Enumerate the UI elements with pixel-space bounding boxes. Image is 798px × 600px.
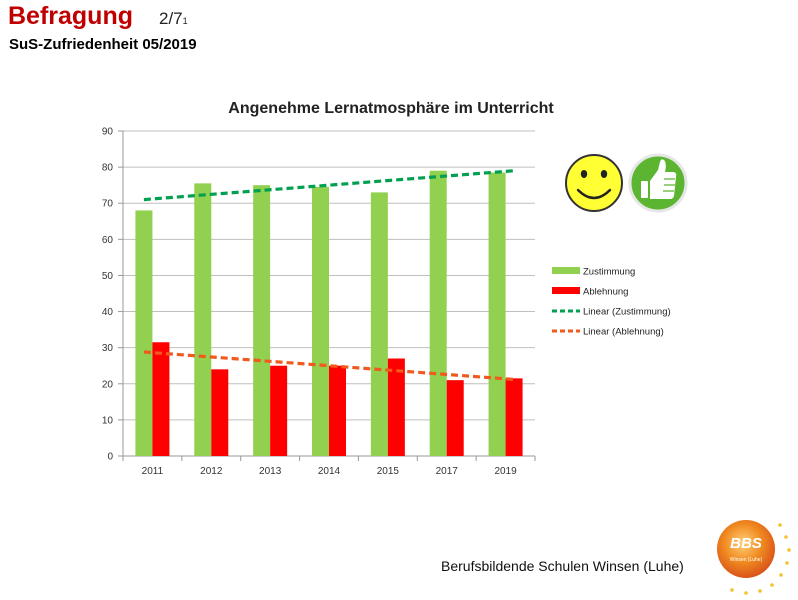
bar-zustimmung-2013 [253,185,271,456]
legend-zustimmung-label: Zustimmung [583,267,635,278]
footer-org: Berufsbildende Schulen Winsen (Luhe) [441,558,684,574]
x-tick-label: 2013 [259,466,282,477]
bar-ablehnung-2019 [505,378,523,456]
legend-linear-zustimmung-label: Linear (Zustimmung) [583,307,671,318]
bar-zustimmung-2017 [429,170,447,456]
bar-zustimmung-2014 [312,186,329,456]
y-tick-label: 60 [102,235,114,246]
logo-stars [730,523,791,595]
y-tick-label: 40 [102,307,114,318]
bar-zustimmung-2012 [194,183,212,456]
y-tick-label: 70 [102,199,114,210]
chart-title: Angenehme Lernatmosphäre im Unterricht [228,100,554,117]
bar-ablehnung-2017 [446,380,464,456]
page-sub-number: 1 [182,16,188,26]
bar-zustimmung-2019 [488,172,506,456]
bars [135,170,523,456]
bar-ablehnung-2013 [270,365,288,456]
trendline-ablehnung [143,350,515,382]
logo-caption: Winsen (Luhe) [730,557,763,563]
legend-ablehnung-label: Ablehnung [583,287,628,298]
page-indicator: 2/71 [159,9,188,29]
y-tick-label: 50 [102,271,114,282]
bar-ablehnung-2015 [387,358,405,456]
bar-ablehnung-2012 [211,369,229,456]
y-tick-label: 80 [102,163,114,174]
bar-zustimmung-2011 [135,210,153,456]
bar-ablehnung-2014 [329,365,346,456]
legend-zustimmung-swatch [552,267,580,274]
legend-ablehnung-swatch [552,287,580,294]
bar-ablehnung-2011 [152,342,170,456]
school-logo: BBS Winsen (Luhe) [717,520,791,595]
x-tick-label: 2011 [142,466,164,477]
x-tick-label: 2019 [494,466,517,477]
trend-lines [143,169,515,382]
y-axis: 0 10 20 30 40 50 60 70 80 90 [102,127,124,463]
thumbs-up-icon [628,153,688,213]
y-tick-label: 0 [107,452,113,463]
y-tick-label: 90 [102,127,114,138]
y-tick-label: 10 [102,415,114,426]
bar-zustimmung-2015 [370,192,388,456]
header-subtitle: SuS-Zufriedenheit 05/2019 [9,36,197,53]
logo-text: BBS [730,535,762,552]
y-tick-label: 30 [102,343,114,354]
header-title: Befragung [8,2,133,30]
x-axis: 2011 2012 2013 2014 2015 2017 2019 [122,455,536,477]
legend: Zustimmung Ablehnung Linear (Zustimmung) Li… [552,267,671,338]
trendline-zustimmung [143,169,515,202]
x-tick-label: 2014 [318,466,341,477]
x-tick-label: 2012 [200,466,223,477]
page-number: 2/7 [159,9,183,28]
y-tick-label: 20 [102,379,114,390]
x-tick-label: 2017 [436,466,459,477]
legend-linear-ablehnung-label: Linear (Ablehnung) [583,327,664,338]
x-tick-label: 2015 [377,466,400,477]
smiley-icon [565,154,623,212]
